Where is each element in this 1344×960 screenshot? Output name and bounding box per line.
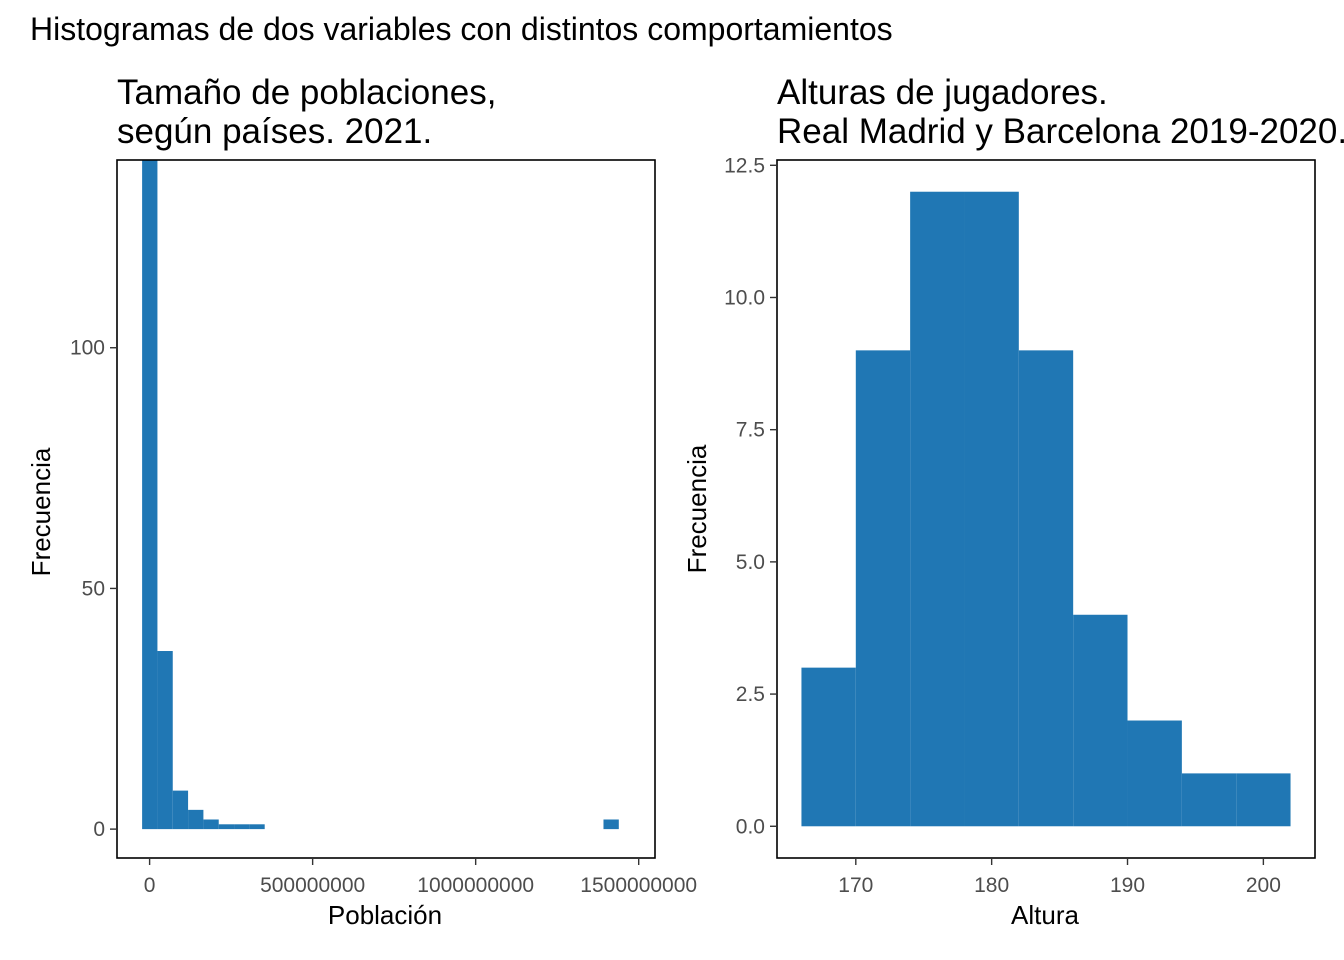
y-tick-label: 50 xyxy=(82,577,105,600)
panel-title-line-1: Tamaño de poblaciones, xyxy=(117,73,496,112)
histogram-bar xyxy=(1236,773,1291,827)
y-axis-title: Frecuencia xyxy=(26,447,56,576)
x-tick-label: 200 xyxy=(1246,874,1281,897)
panel-title-line-2: Real Madrid y Barcelona 2019-2020. xyxy=(777,112,1344,151)
panel-title-line-2: según países. 2021. xyxy=(117,112,432,151)
x-tick-label: 190 xyxy=(1110,874,1145,897)
y-tick-label: 0.0 xyxy=(736,815,765,838)
panel-heights: Alturas de jugadores. Real Madrid y Barc… xyxy=(682,73,1344,930)
x-axis-title: Altura xyxy=(1011,900,1079,930)
plot-area-heights: 170 180 190 200 0.0 2.5 5.0 7.5 10.0 12.5 xyxy=(724,154,1316,897)
histogram-bar xyxy=(964,191,1019,827)
histogram-bar xyxy=(249,824,265,830)
histogram-bar xyxy=(1181,773,1237,827)
histogram-bar xyxy=(910,191,965,827)
x-tick-label: 180 xyxy=(974,874,1009,897)
y-tick-label: 5.0 xyxy=(736,551,765,574)
y-tick-label: 2.5 xyxy=(736,683,765,706)
x-tick-label: 1000000000 xyxy=(417,874,534,897)
panel-title-line-1: Alturas de jugadores. xyxy=(777,73,1108,112)
panel-border xyxy=(116,159,656,859)
figure-title: Histogramas de dos variables con distint… xyxy=(30,11,893,47)
histogram-bar xyxy=(1073,614,1128,827)
histogram-bar xyxy=(188,809,204,830)
y-tick-label: 0 xyxy=(93,818,105,841)
y-tick-label: 7.5 xyxy=(736,419,765,442)
x-tick-label: 1500000000 xyxy=(580,874,697,897)
panel-population: Tamaño de poblaciones, según países. 202… xyxy=(26,73,697,930)
histogram-bar xyxy=(801,667,856,827)
plot-area-population: 0 500000000 1000000000 1500000000 0 50 100 xyxy=(70,159,697,897)
panel-border xyxy=(776,159,1316,859)
x-axis-title: Población xyxy=(328,900,442,930)
y-tick-label: 100 xyxy=(70,337,105,360)
histogram-bar xyxy=(1127,720,1182,827)
histogram-bar xyxy=(203,819,219,830)
y-axis-title: Frecuencia xyxy=(682,444,712,573)
histogram-bar xyxy=(855,350,911,827)
histogram-bar xyxy=(218,824,235,830)
x-tick-label: 500000000 xyxy=(260,874,365,897)
x-tick-label: 170 xyxy=(838,874,873,897)
histogram-bar xyxy=(1018,350,1074,827)
histogram-bar xyxy=(142,160,158,830)
y-tick-label: 12.5 xyxy=(724,154,765,177)
x-tick-label: 0 xyxy=(144,874,156,897)
histogram-bar xyxy=(172,790,189,830)
histogram-bar xyxy=(157,651,173,830)
histogram-bar xyxy=(603,819,619,830)
histogram-bar xyxy=(234,824,250,830)
y-tick-label: 10.0 xyxy=(724,286,765,309)
